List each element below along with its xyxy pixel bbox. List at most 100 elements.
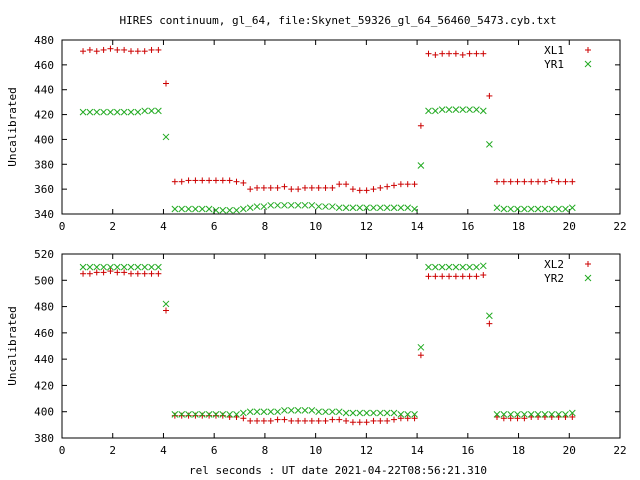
bottom-yr2-point — [500, 410, 508, 418]
bottom-yr2-point — [171, 410, 179, 418]
top-xl1-point — [363, 187, 370, 194]
top-yr1-point — [315, 203, 323, 210]
bottom-yr2-point — [308, 407, 316, 414]
top-xl1-point — [397, 181, 404, 188]
bottom-yr2-point — [113, 263, 121, 271]
bottom-yr2-point — [527, 410, 535, 418]
bottom-xl2-point — [240, 415, 247, 422]
top-yr1-point — [185, 205, 192, 213]
bottom-x-tick-label: 4 — [160, 444, 167, 457]
top-xl1-point — [107, 45, 114, 52]
top-xl1-point — [521, 178, 528, 185]
bottom-yr2-point — [438, 263, 446, 271]
top-panel: 0 2 4 6 8 10 12 14 16 18 20 22 340 360 380 400 420 440 460… — [6, 34, 627, 233]
bottom-yr2-point — [315, 408, 323, 416]
bottom-yr2-point — [178, 410, 186, 418]
top-yr1-point — [459, 106, 467, 113]
top-yr1-point — [219, 206, 227, 214]
bottom-x-tick-label: 20 — [563, 444, 576, 457]
bottom-xl2-point — [308, 417, 315, 424]
bottom-xl2-point — [439, 273, 446, 280]
bottom-xl2-point — [432, 273, 439, 280]
top-xl1-point — [93, 48, 100, 55]
bottom-yr2-point — [185, 410, 192, 418]
bottom-yr2-point — [390, 409, 398, 417]
bottom-yr2-point — [534, 410, 542, 418]
top-legend-label-xl1: XL1 — [544, 44, 564, 57]
top-xl1-point — [548, 177, 555, 184]
top-x-tick-label: 8 — [262, 220, 269, 233]
top-yr1-point — [383, 204, 391, 212]
top-xl1-point — [206, 177, 213, 184]
top-xl1-point — [322, 184, 329, 191]
top-y-tick-label: 400 — [34, 133, 54, 146]
bottom-legend-label-xl2: XL2 — [544, 258, 564, 271]
top-xl1-point — [514, 178, 521, 185]
top-x-tick-label: 18 — [512, 220, 525, 233]
top-legend-marker-yr1 — [584, 60, 592, 68]
bottom-yr2-point — [541, 410, 549, 418]
top-yr1-point — [308, 201, 316, 209]
top-yr1-point — [274, 201, 281, 209]
bottom-xl2-point — [411, 415, 418, 422]
bottom-yr2-point — [281, 407, 288, 414]
top-yr1-point — [233, 206, 240, 214]
bottom-yr2-point — [431, 263, 439, 271]
bottom-xl2-point — [206, 412, 213, 419]
top-xl1-point — [391, 182, 398, 189]
top-xl1-point — [555, 178, 562, 185]
top-x-tick-label: 22 — [613, 220, 626, 233]
top-yr1-point — [100, 108, 107, 116]
top-xl1-point — [425, 50, 432, 57]
top-yr1-point — [301, 201, 309, 209]
bottom-xl2-point — [397, 415, 404, 422]
top-yr1-point — [178, 205, 186, 213]
bottom-xl2-point — [80, 270, 87, 277]
top-xl1-point — [212, 177, 219, 184]
bottom-plot-frame — [61, 253, 621, 439]
top-y-axis-label: Uncalibrated — [6, 87, 19, 166]
bottom-yr2-point — [155, 263, 162, 271]
bottom-yr2-point — [267, 408, 275, 416]
top-y-tick-label: 440 — [34, 84, 54, 97]
top-xl1-point — [417, 122, 424, 129]
bottom-xl2-point — [274, 416, 281, 423]
top-xl1-point — [439, 50, 446, 57]
top-yr1-point — [431, 107, 439, 115]
bottom-yr2-point — [205, 410, 213, 418]
bottom-yr2-point — [93, 263, 101, 271]
bottom-xl2-point — [459, 273, 466, 280]
bottom-legend-marker-xl2 — [585, 261, 591, 267]
top-xl1-point — [562, 178, 569, 185]
bottom-y-tick-label: 440 — [34, 353, 54, 366]
bottom-xl2-point — [466, 273, 473, 280]
bottom-xl2-point — [100, 269, 107, 276]
bottom-xl2-point — [212, 412, 219, 419]
top-yr1-point — [107, 108, 114, 116]
bottom-yr2-point — [397, 410, 405, 418]
top-xl1-point — [500, 178, 507, 185]
bottom-xl2-point — [569, 413, 576, 420]
top-yr1-point — [287, 201, 295, 209]
top-y-tick-label: 480 — [34, 34, 54, 47]
top-xl1-point — [155, 46, 162, 53]
bottom-y-axis-label: Uncalibrated — [6, 306, 19, 385]
top-yr1-point — [79, 108, 87, 116]
top-yr1-point — [335, 204, 343, 212]
top-y-tick-label: 460 — [34, 59, 54, 72]
top-xl1-point — [343, 181, 350, 188]
top-yr1-point — [294, 201, 302, 209]
bottom-xl2-point — [267, 417, 274, 424]
top-xl1-point — [295, 186, 302, 193]
top-legend-marker-xl1 — [585, 47, 591, 53]
top-yr1-point — [162, 133, 170, 141]
bottom-xl2-point — [363, 419, 370, 426]
top-xl1-point — [100, 46, 107, 53]
bottom-yr2-point — [349, 409, 357, 417]
bottom-xl2-point — [148, 270, 155, 277]
bottom-yr2-point — [86, 263, 94, 271]
top-yr1-point — [493, 204, 501, 212]
top-yr1-point — [376, 204, 384, 212]
bottom-yr2-point — [239, 409, 247, 417]
bottom-yr2-point — [356, 409, 364, 417]
